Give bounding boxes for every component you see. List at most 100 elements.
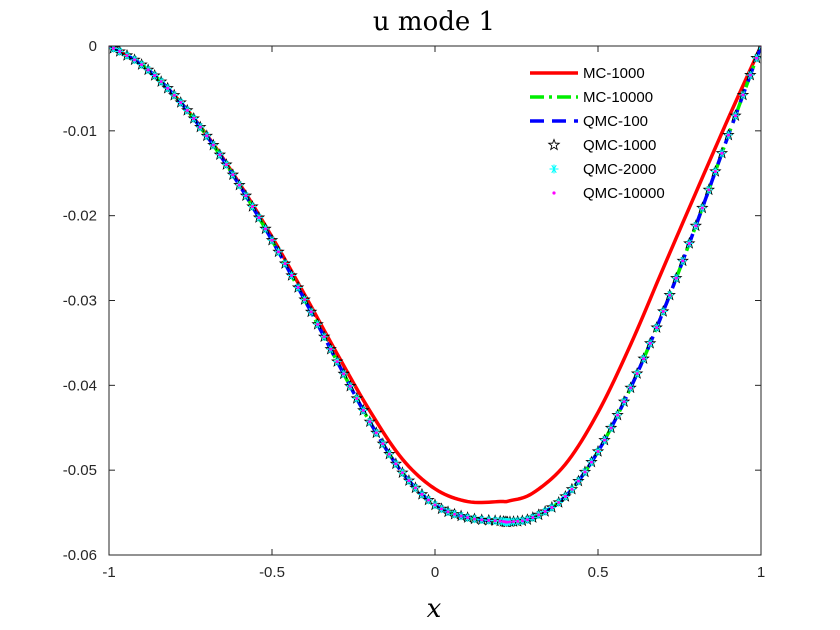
marker-point [296, 286, 300, 290]
marker-point [472, 517, 476, 521]
marker-point [694, 224, 698, 228]
marker-point [159, 80, 163, 84]
legend-item: QMC-2000 [549, 161, 656, 178]
marker-point [508, 520, 512, 524]
x-tick-label: -0.5 [259, 564, 285, 581]
marker-point [394, 462, 398, 466]
marker-point [520, 519, 524, 523]
marker-point [733, 114, 737, 118]
marker-point [224, 163, 228, 167]
series-line-mc-10000 [109, 46, 761, 524]
series-markers-qmc-1000 [109, 46, 761, 528]
marker-point [726, 133, 730, 137]
y-tick-label: -0.04 [63, 377, 97, 394]
marker-point [668, 293, 672, 297]
marker-point [153, 74, 157, 78]
marker-point [407, 479, 411, 483]
legend-label: QMC-100 [583, 113, 648, 130]
y-tick-label: -0.05 [63, 462, 97, 479]
marker-point [741, 93, 745, 97]
marker-point [531, 516, 535, 520]
y-tick-label: -0.01 [63, 123, 97, 140]
marker-point [687, 241, 691, 245]
marker-point [218, 153, 222, 157]
marker-point [506, 520, 510, 524]
marker-point [674, 276, 678, 280]
marker-point [237, 183, 241, 187]
marker-point [440, 507, 444, 511]
marker-point [609, 426, 613, 430]
legend-swatch [547, 138, 561, 151]
marker-point [596, 450, 600, 454]
legend-label: MC-1000 [583, 65, 645, 82]
marker-point [466, 516, 470, 520]
marker-point [525, 518, 529, 522]
marker-point [303, 298, 307, 302]
marker-point [342, 372, 346, 376]
marker-point [270, 238, 274, 242]
marker-point [355, 396, 359, 400]
marker-point [172, 93, 176, 97]
marker-point [635, 372, 639, 376]
marker-point [335, 360, 339, 364]
marker-point [487, 518, 491, 522]
marker-point [426, 498, 430, 502]
marker-point [322, 335, 326, 339]
marker-point [453, 512, 457, 516]
legend-item: QMC-100 [530, 113, 648, 130]
marker-point [309, 310, 313, 314]
marker-point [111, 46, 115, 50]
marker-point [231, 173, 235, 177]
legend-label: MC-10000 [583, 89, 653, 106]
marker-point [433, 503, 437, 507]
chart-title: u mode 1 [373, 7, 495, 37]
y-tick-label: -0.06 [63, 547, 97, 564]
marker-point [250, 205, 254, 209]
marker-point [316, 322, 320, 326]
legend-label: QMC-1000 [583, 137, 656, 154]
marker-point [748, 73, 752, 77]
legend: MC-1000 MC-10000 QMC-100 QMC-1000 QMC-2000 QM… [530, 65, 665, 202]
y-tick-label: -0.03 [63, 293, 97, 310]
marker-point [413, 486, 417, 490]
marker-point [516, 519, 520, 523]
marker-point [420, 492, 424, 496]
marker-point [244, 194, 248, 198]
marker-point [648, 341, 652, 345]
marker-point [387, 452, 391, 456]
series-layer [109, 46, 761, 528]
marker-point [629, 386, 633, 390]
y-tick-label: -0.02 [63, 208, 97, 225]
marker-point [277, 250, 281, 254]
marker-point [583, 470, 587, 474]
marker-point [459, 514, 463, 518]
series-line-mc-1000 [109, 46, 761, 505]
x-axis-label: x [427, 594, 442, 624]
marker-point [616, 413, 620, 417]
series-markers-qmc-10000 [109, 46, 761, 524]
marker-point [361, 408, 365, 412]
legend-item: MC-10000 [530, 89, 653, 106]
marker-point [661, 310, 665, 314]
marker-point [537, 513, 541, 517]
series-markers-qmc-2000 [109, 46, 761, 527]
marker-point [543, 510, 547, 514]
marker-point [681, 259, 685, 263]
marker-point [576, 479, 580, 483]
legend-swatch [552, 191, 556, 195]
marker-point [700, 206, 704, 210]
x-tick-label: -1 [102, 564, 115, 581]
marker-point [374, 431, 378, 435]
marker-point [283, 262, 287, 266]
marker-point [557, 500, 561, 504]
marker-point [198, 125, 202, 129]
marker-point [550, 505, 554, 509]
marker-point [205, 134, 209, 138]
marker-asterisk [758, 46, 761, 50]
legend-item: QMC-10000 [552, 185, 665, 202]
y-tick-label: 0 [89, 38, 97, 55]
marker-point [570, 487, 574, 491]
legend-label: QMC-10000 [583, 185, 665, 202]
plot-area-frame [108, 45, 762, 556]
